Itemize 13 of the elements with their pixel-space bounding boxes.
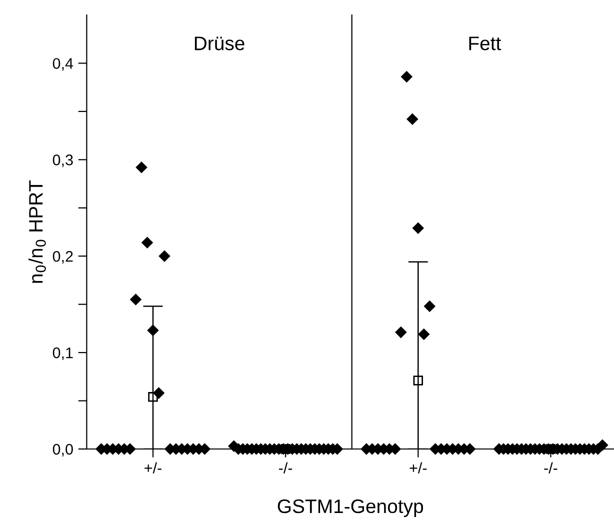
y-tick-label: 0,4 [52, 58, 74, 71]
y-tick-label: 0,1 [52, 347, 73, 360]
y-tick-label: 0,0 [52, 444, 73, 456]
text: Fett [469, 36, 502, 50]
y-tick-label: 0,3 [52, 154, 73, 168]
x-tick-label: -/- [544, 462, 558, 474]
x-tick-label: -/- [279, 462, 292, 474]
y-axis-title: n$_{0}$/n$_{0}$ HPRT [28, 180, 46, 283]
x-tick-label: +/- [144, 462, 162, 474]
x-tick-label: +/- [410, 462, 427, 474]
text: Drüse [194, 36, 244, 50]
x-axis-title: GSTM1-Genotyp [278, 499, 424, 517]
y-tick-label: 0,2 [52, 250, 73, 264]
